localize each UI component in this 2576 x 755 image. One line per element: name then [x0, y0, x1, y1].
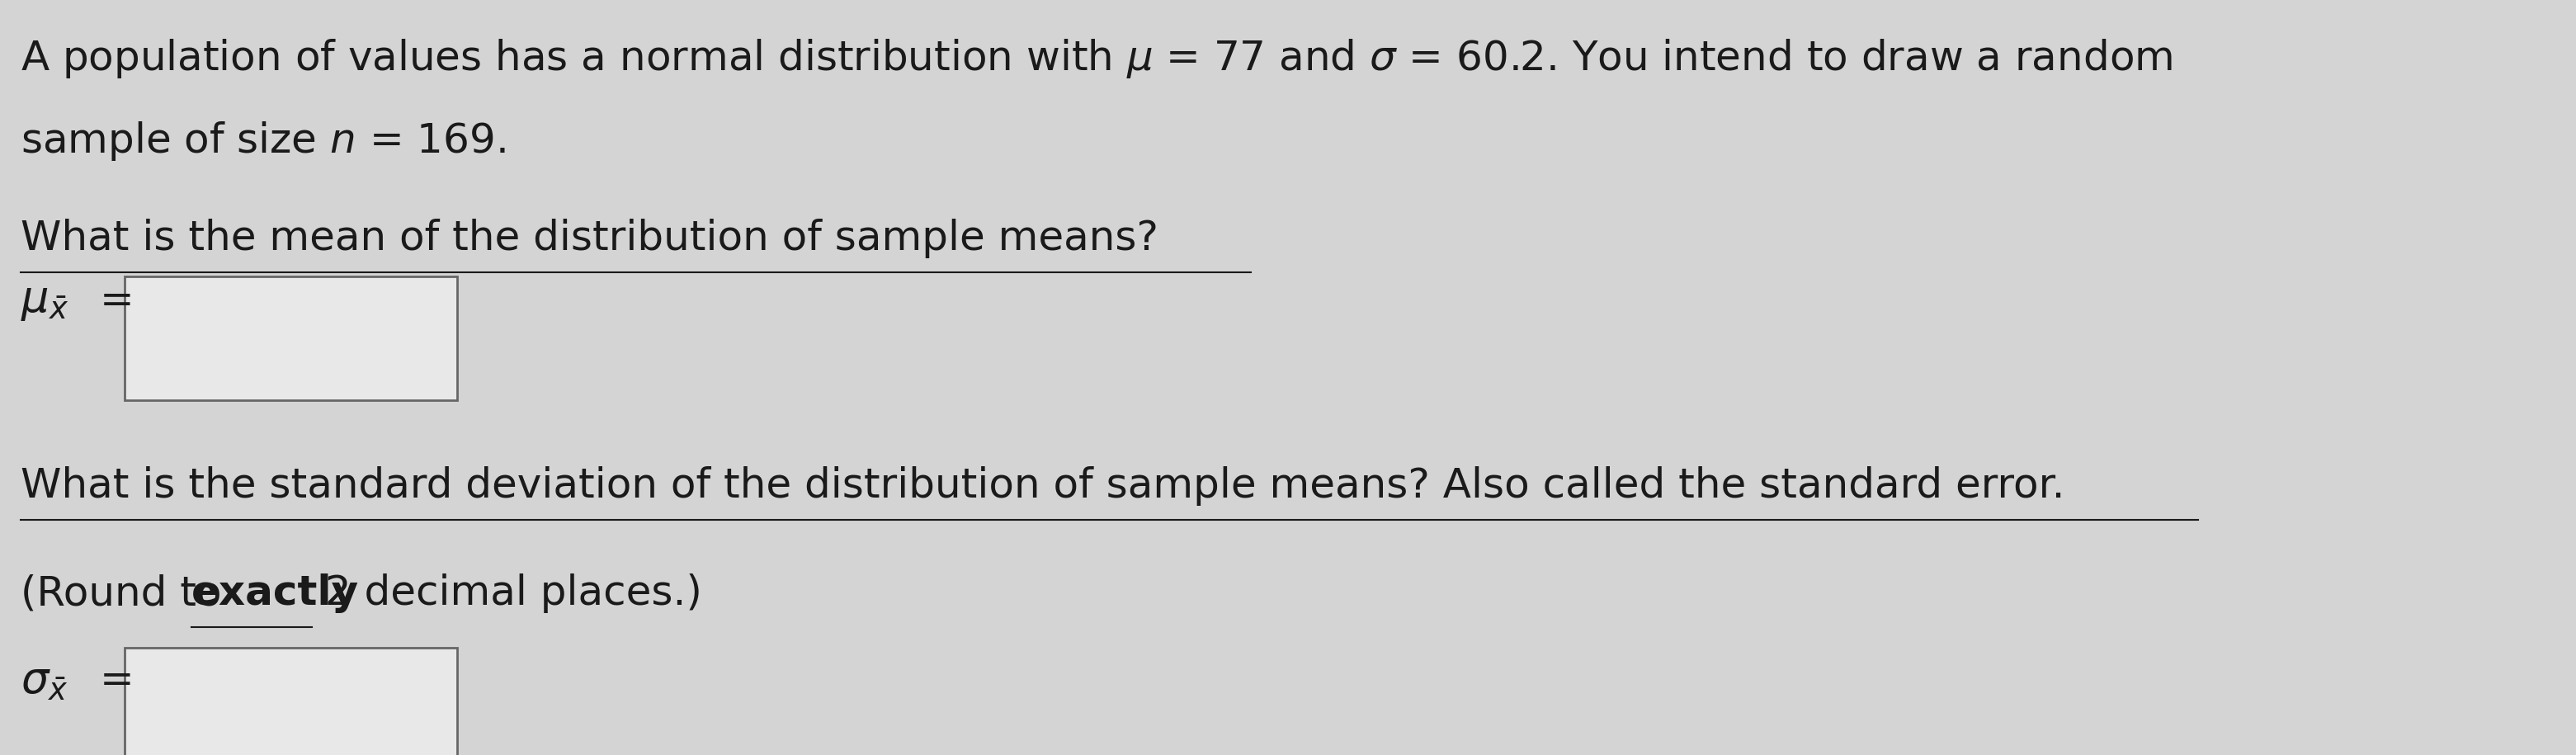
Bar: [124, 648, 456, 755]
Text: A population of values has a normal distribution with $\mu$ = 77 and $\sigma$ = : A population of values has a normal dist…: [21, 37, 2172, 80]
Text: =: =: [100, 282, 134, 321]
Text: sample of size $n$ = 169.: sample of size $n$ = 169.: [21, 119, 505, 162]
Text: exactly: exactly: [191, 574, 358, 613]
Text: What is the mean of the distribution of sample means?: What is the mean of the distribution of …: [21, 219, 1159, 258]
Bar: [124, 276, 456, 400]
Text: $\sigma_{\bar{x}}$: $\sigma_{\bar{x}}$: [21, 659, 70, 702]
Text: 2 decimal places.): 2 decimal places.): [312, 574, 701, 613]
Text: =: =: [100, 661, 134, 701]
Text: $\mu_{\bar{x}}$: $\mu_{\bar{x}}$: [21, 279, 70, 322]
Text: What is the standard deviation of the distribution of sample means? Also called : What is the standard deviation of the di…: [21, 466, 2066, 506]
Text: (Round to: (Round to: [21, 574, 234, 613]
